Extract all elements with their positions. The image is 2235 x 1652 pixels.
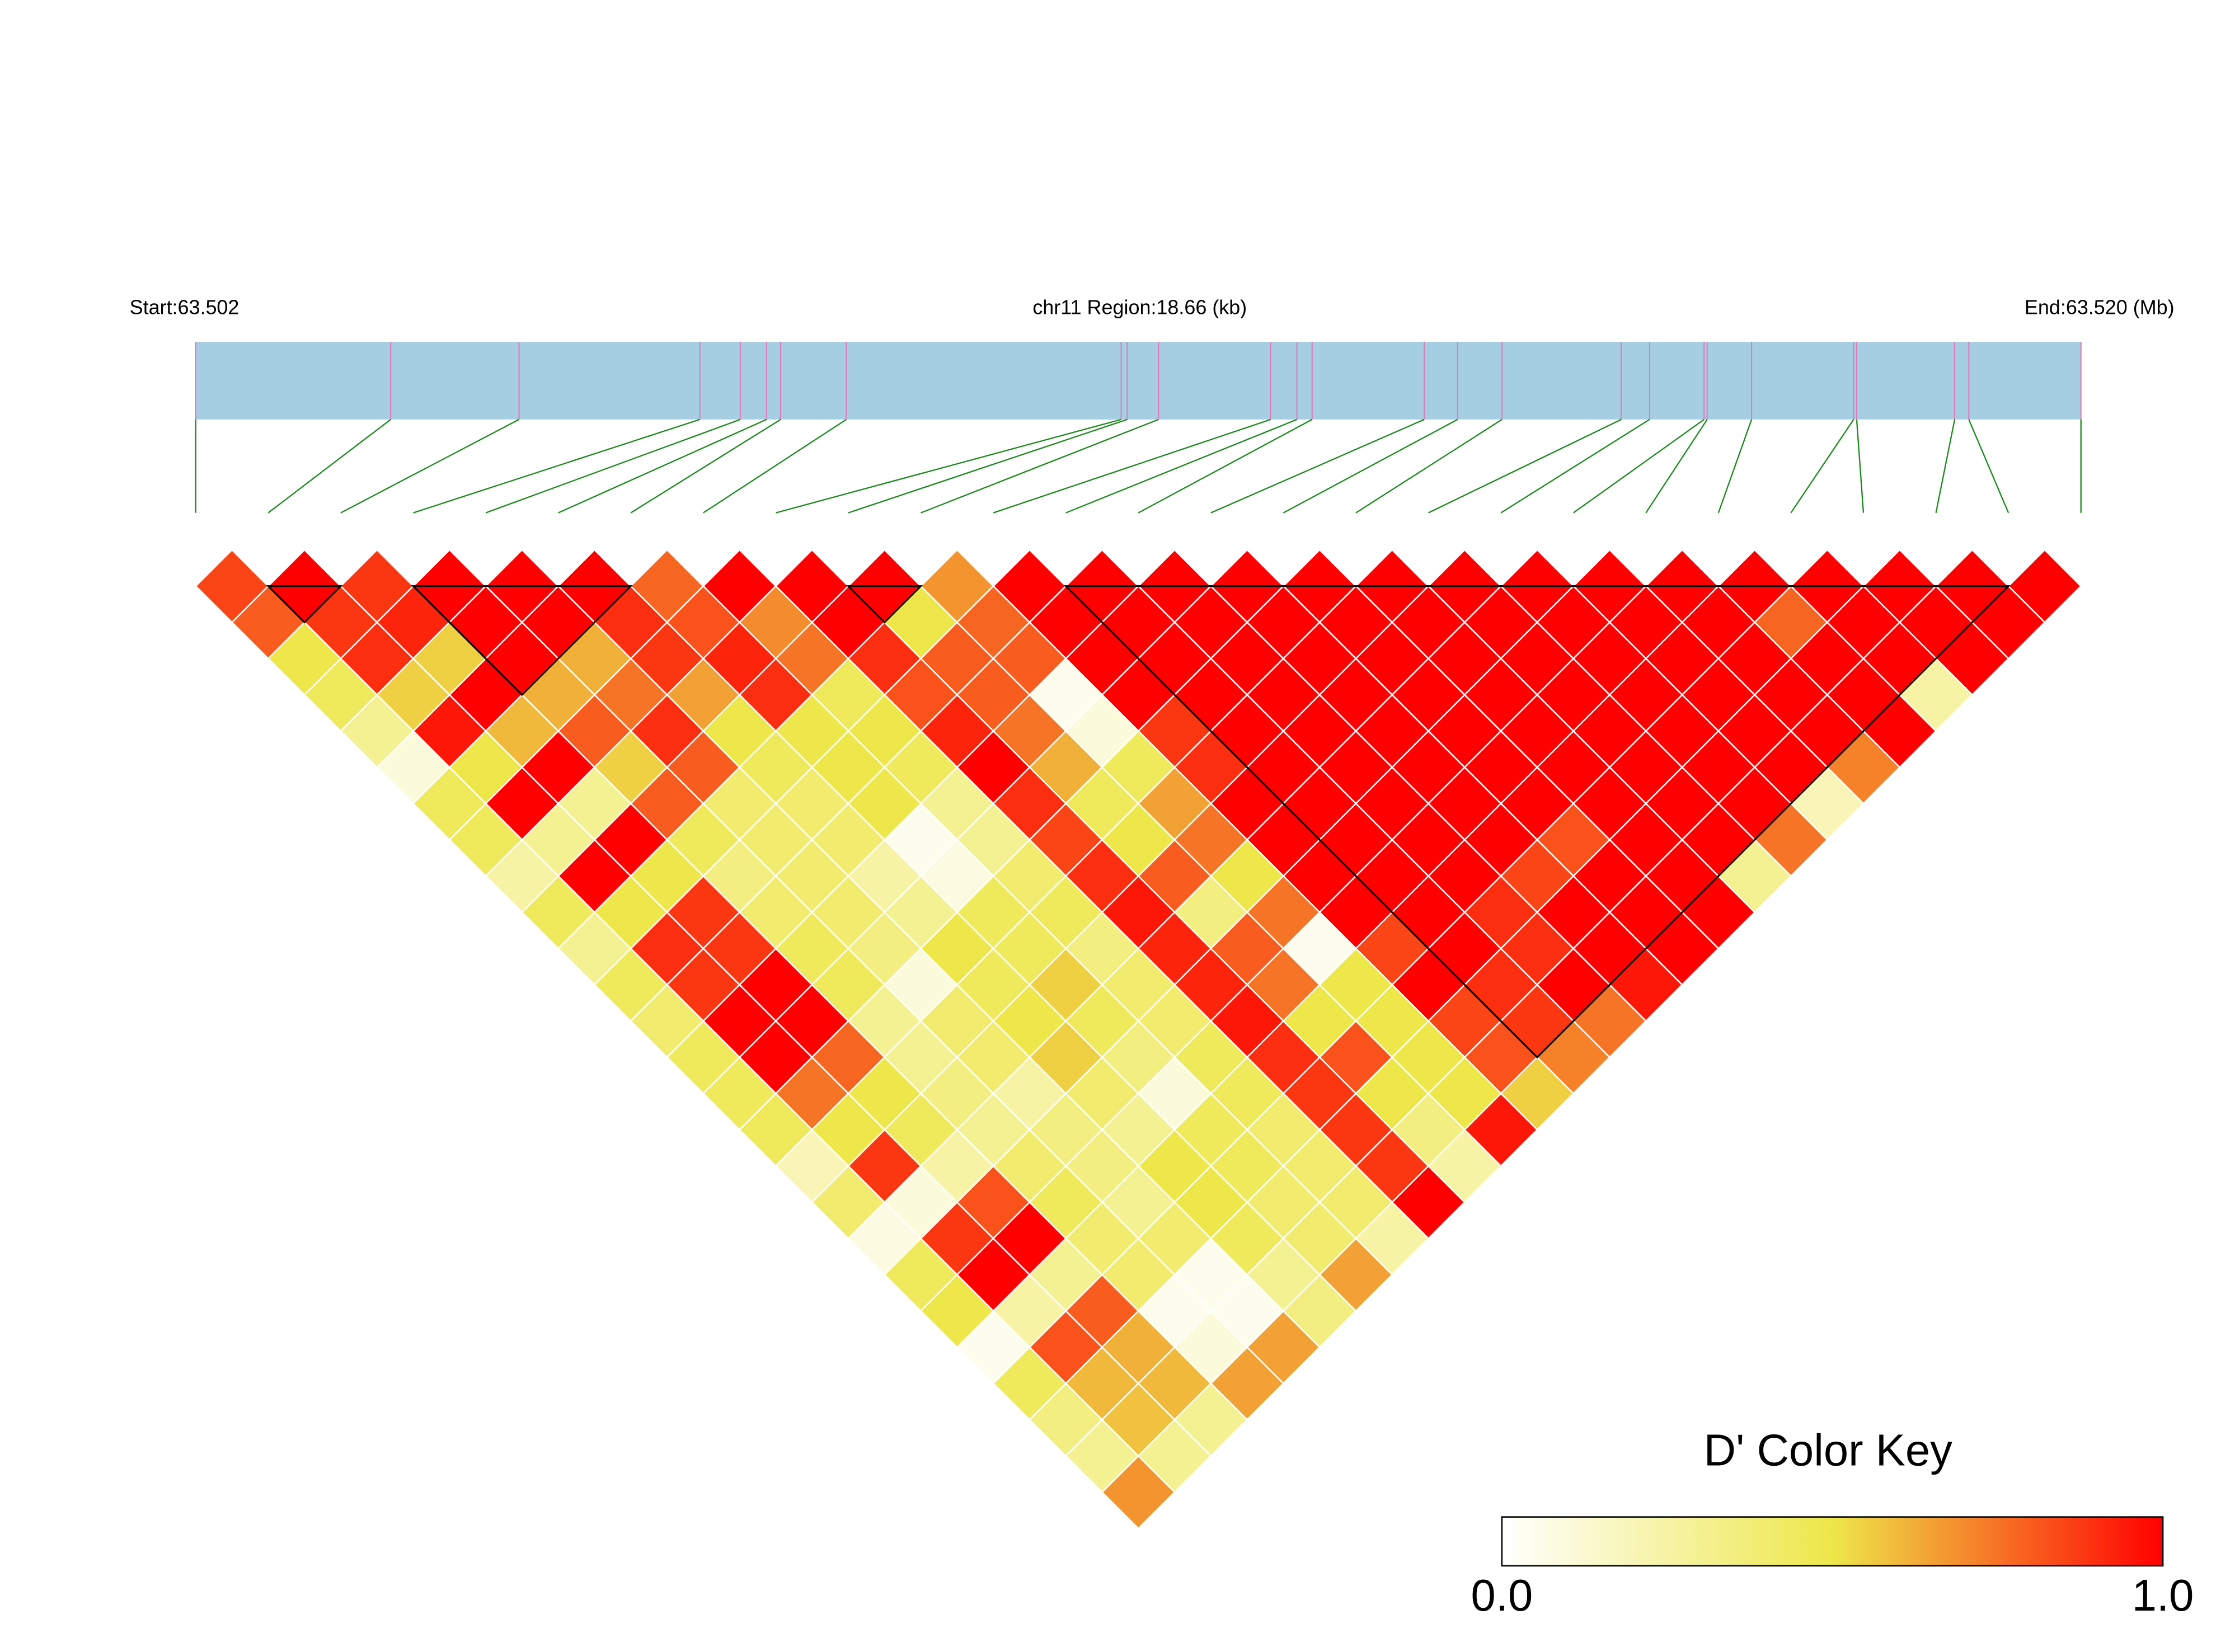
- ld-block: [1063, 585, 2011, 1059]
- snp-link: [1717, 419, 1753, 514]
- snp-link: [1138, 418, 1313, 514]
- start-label: Start:63.502: [130, 296, 240, 319]
- snp-link: [703, 418, 847, 514]
- ld-cell: [1101, 1455, 1176, 1529]
- snp-link: [1968, 419, 2009, 514]
- snp-link: [413, 418, 701, 514]
- snp-link: [558, 418, 767, 514]
- snp-link: [1500, 418, 1650, 514]
- snp-link: [340, 418, 520, 514]
- snp-link: [993, 418, 1271, 514]
- snp-link: [1573, 418, 1705, 514]
- region-bar: [195, 342, 2081, 420]
- snp-link: [1790, 419, 1854, 514]
- colorbar-title: D' Color Key: [1704, 1425, 1952, 1475]
- snp-link: [921, 418, 1159, 514]
- snp-link: [848, 418, 1128, 514]
- snp-link: [1283, 418, 1458, 514]
- snp-link: [1210, 418, 1425, 514]
- snp-link: [630, 418, 781, 514]
- region-label: chr11 Region:18.66 (kb): [1032, 296, 1247, 319]
- colorbar-tick-label: 0.0: [1471, 1570, 1533, 1620]
- snp-link: [776, 418, 1121, 514]
- snp-link: [1935, 419, 1956, 513]
- ld-block: [846, 585, 923, 624]
- snp-link: [1355, 418, 1502, 514]
- colorbar-tick-label: 1.0: [2132, 1570, 2194, 1620]
- snp-link: [1645, 419, 1708, 514]
- end-label: End:63.520 (Mb): [2025, 296, 2175, 319]
- snp-link: [1428, 418, 1622, 514]
- ld-block: [266, 585, 343, 624]
- colorbar: [1501, 1516, 2164, 1567]
- ld-block: [411, 585, 633, 696]
- snp-link: [1065, 418, 1298, 514]
- snp-link: [267, 418, 391, 514]
- snp-link: [1856, 419, 1865, 513]
- snp-link: [485, 418, 741, 514]
